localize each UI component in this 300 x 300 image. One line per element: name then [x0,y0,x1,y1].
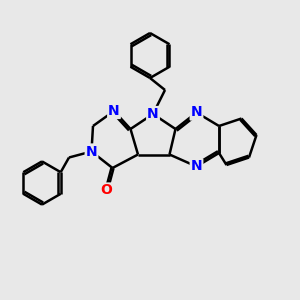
Text: N: N [86,145,97,158]
Text: N: N [108,104,120,118]
Text: N: N [147,107,159,121]
Text: N: N [191,160,202,173]
Text: O: O [100,184,112,197]
Text: N: N [191,106,202,119]
